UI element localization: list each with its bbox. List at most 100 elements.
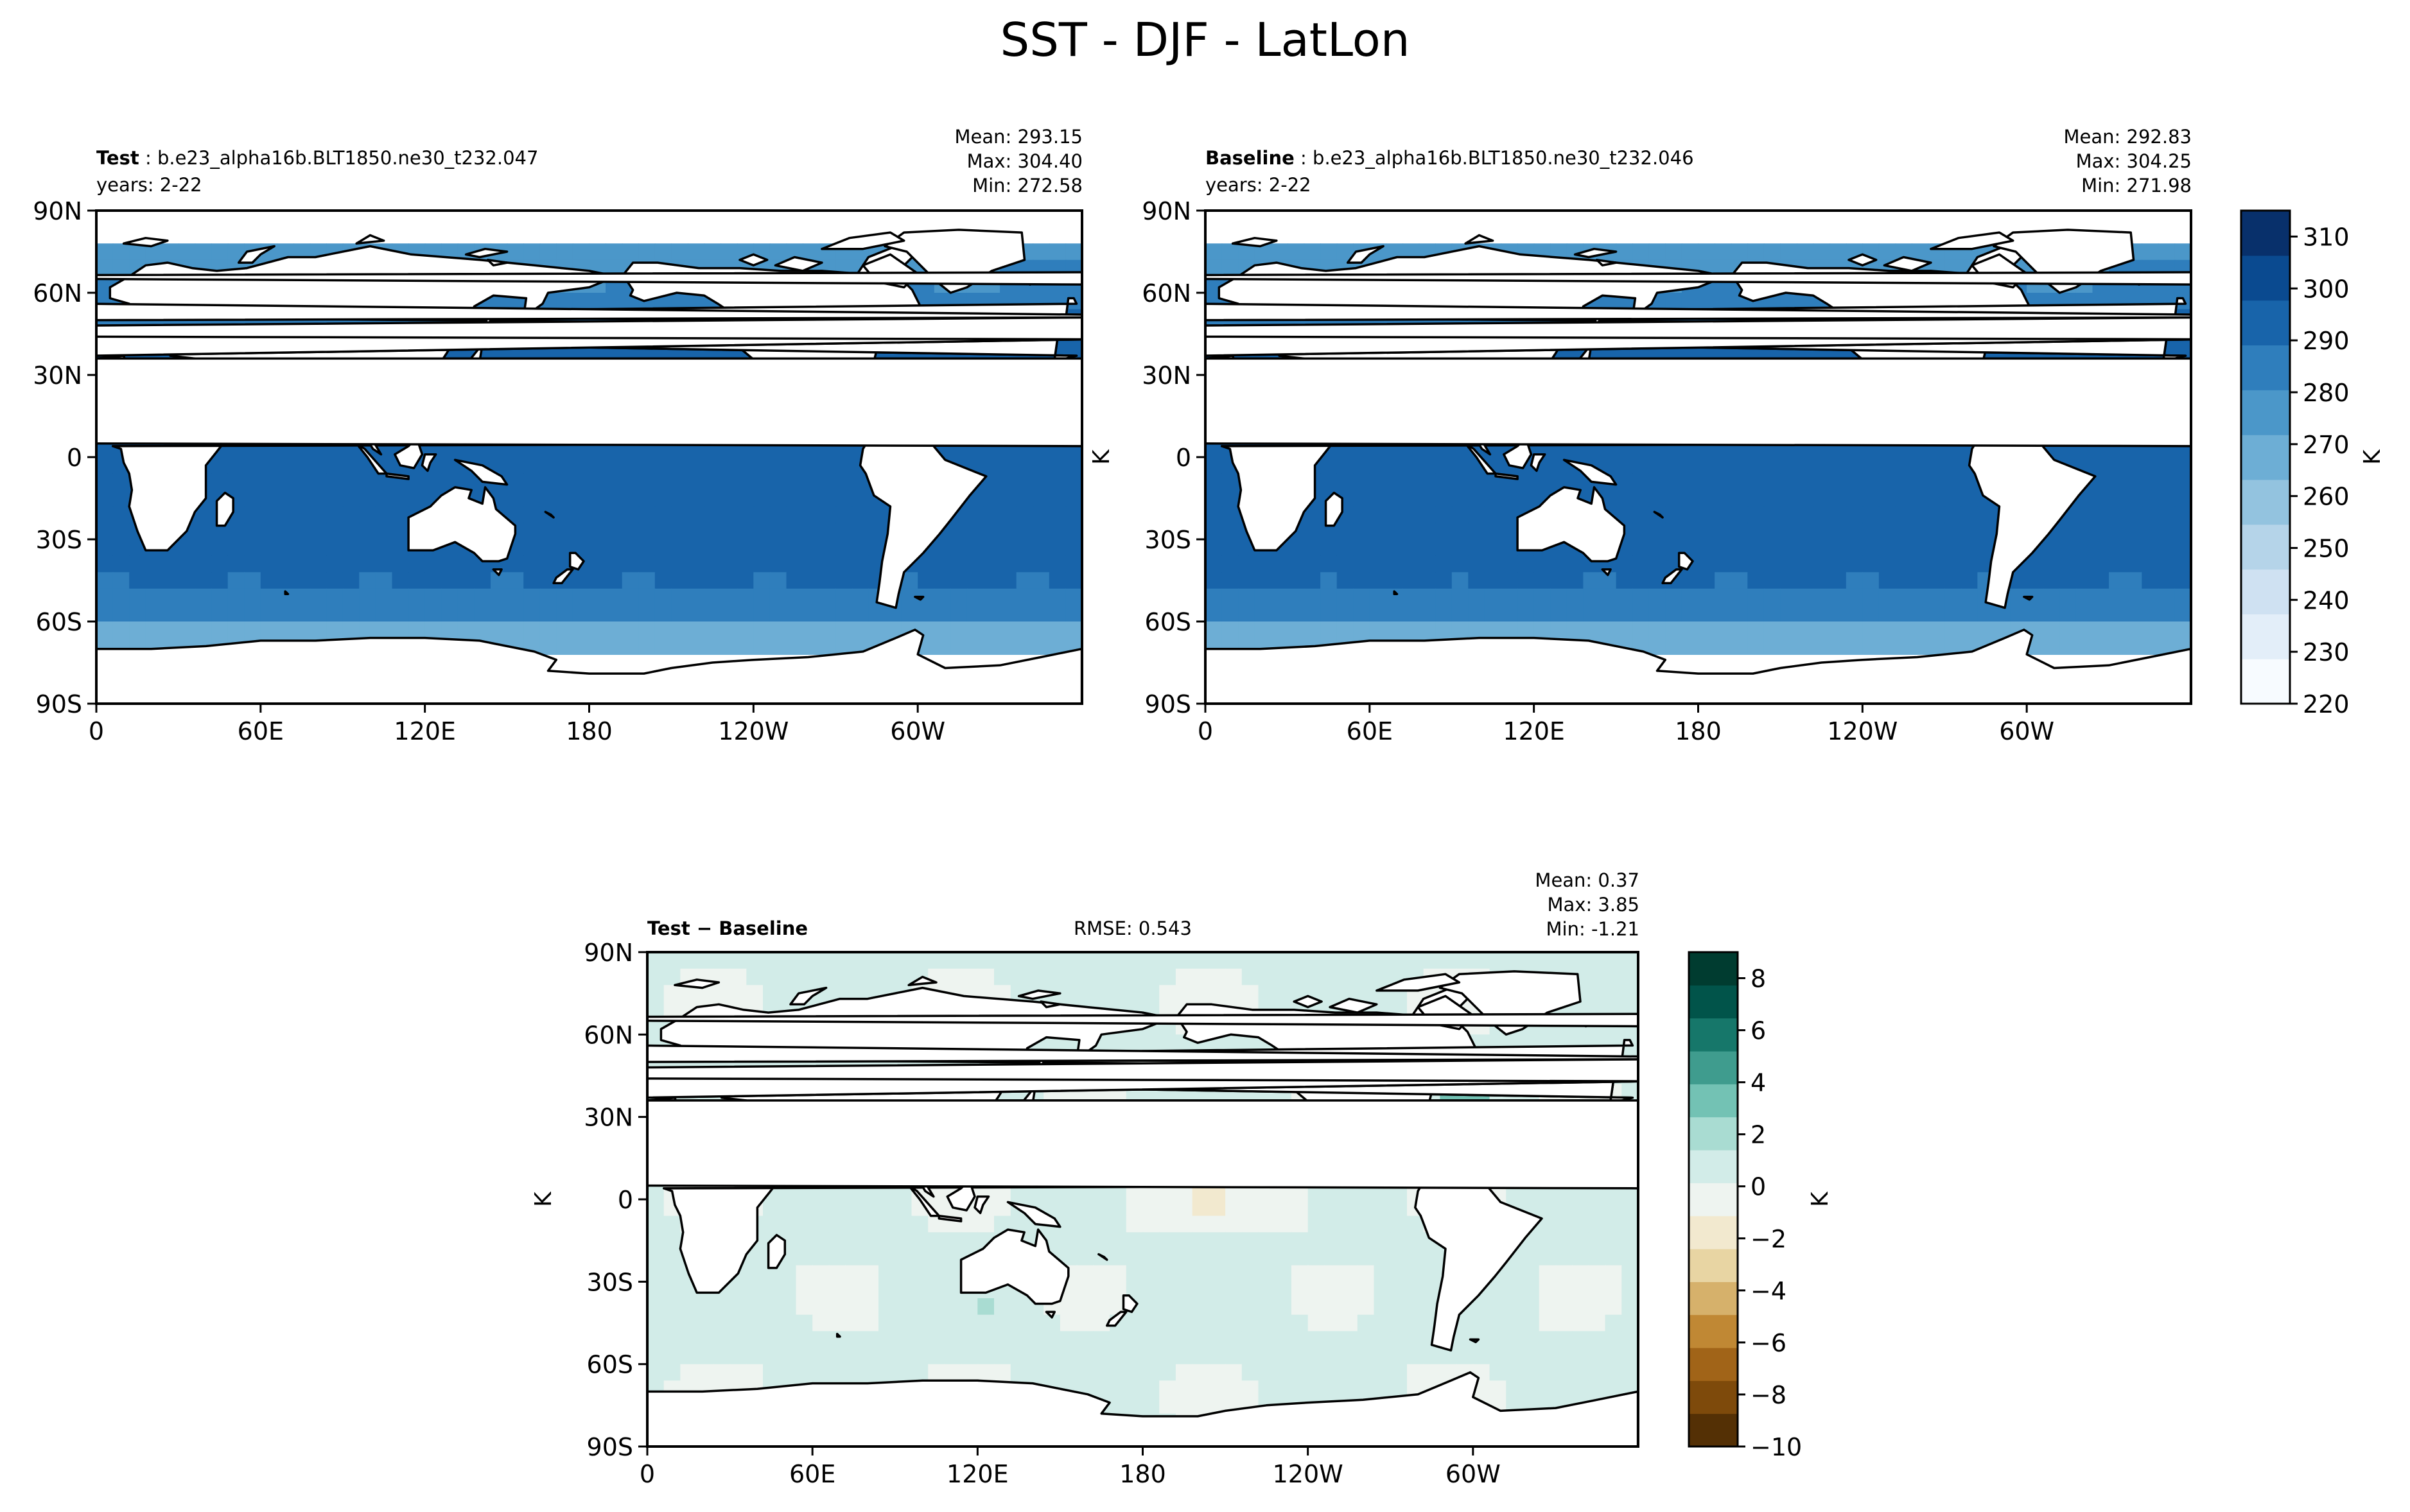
diff-grid-cell xyxy=(862,1232,879,1249)
baseline-grid-cell xyxy=(1862,621,1880,639)
diff-grid-cell xyxy=(1275,1331,1292,1348)
test-grid-cell xyxy=(145,572,163,589)
diff-grid-cell xyxy=(928,1331,945,1348)
test-grid-cell xyxy=(819,638,837,655)
diff-grid-cell xyxy=(1110,985,1127,1002)
diff-grid-cell xyxy=(1307,1199,1325,1217)
test-grid-cell xyxy=(244,572,261,589)
baseline-grid-cell xyxy=(1221,588,1239,606)
test-grid-cell xyxy=(835,539,853,557)
baseline-grid-cell xyxy=(2158,523,2176,540)
test-grid-cell xyxy=(310,539,327,557)
diff-grid-cell xyxy=(1027,1314,1044,1332)
baseline-grid-cell xyxy=(2109,588,2126,606)
baseline-grid-cell xyxy=(1977,605,1995,622)
baseline-grid-cell xyxy=(1813,506,1830,524)
baseline-grid-cell xyxy=(1386,457,1403,474)
test-grid-cell xyxy=(966,539,984,557)
diff-grid-cell xyxy=(1588,985,1606,1002)
baseline-grid-cell xyxy=(1336,555,1354,573)
diff-grid-cell xyxy=(862,1215,879,1233)
baseline-land-kerguelen xyxy=(1393,590,1399,596)
test-grid-cell xyxy=(326,572,344,589)
baseline-grid-cell xyxy=(1731,457,1749,474)
diff-grid-cell xyxy=(1110,952,1127,969)
diff-grid-cell xyxy=(1126,1199,1144,1217)
test-grid-cell xyxy=(753,555,771,573)
test-grid-cell xyxy=(851,539,869,557)
baseline-grid-cell xyxy=(1928,572,1946,589)
test-grid-cell xyxy=(359,572,376,589)
diff-grid-cell xyxy=(1209,1331,1226,1348)
test-grid-cell xyxy=(359,555,376,573)
diff-grid-cell xyxy=(1258,1215,1275,1233)
diff-grid-cell xyxy=(961,1232,979,1249)
diff-grid-cell xyxy=(911,1282,929,1299)
diff-grid-cell xyxy=(1241,1380,1259,1398)
test-grid-cell xyxy=(934,539,952,557)
baseline-grid-cell xyxy=(1763,506,1781,524)
baseline-grid-cell xyxy=(1846,572,1864,589)
baseline-grid-cell xyxy=(1616,473,1633,491)
diff-grid-cell xyxy=(1159,1215,1176,1233)
diff-grid-cell xyxy=(845,952,863,969)
test-land-newcaledonia xyxy=(544,510,555,519)
diff-grid-cell xyxy=(647,1314,665,1332)
test-grid-cell xyxy=(638,243,656,261)
diff-grid-cell xyxy=(680,1364,697,1382)
baseline-grid-cell xyxy=(1369,506,1387,524)
diff-grid-cell xyxy=(663,1215,681,1233)
baseline-grid-cell xyxy=(1681,473,1699,491)
baseline-grid-cell xyxy=(1862,638,1880,655)
test-grid-cell xyxy=(326,555,344,573)
diff-grid-cell xyxy=(663,1232,681,1249)
test-grid-cell xyxy=(622,457,640,474)
baseline-grid-cell xyxy=(1205,243,1223,261)
diff-grid-cell xyxy=(1192,1314,1210,1332)
diff-grid-cell xyxy=(1341,1331,1358,1348)
test-grid-cell xyxy=(572,588,590,606)
test-grid-cell xyxy=(244,555,261,573)
test-grid-cell xyxy=(1065,523,1082,540)
diff-grid-cell xyxy=(680,1331,697,1348)
test-grid-cell xyxy=(457,605,475,622)
baseline-grid-cell xyxy=(1763,243,1781,261)
diff-grid-cell xyxy=(1307,1348,1325,1365)
test-grid-cell xyxy=(737,588,755,606)
diff-grid-cell xyxy=(1126,1232,1144,1249)
diff-grid-cell xyxy=(1159,952,1176,969)
diff-grid-cell xyxy=(1307,952,1325,969)
test-grid-cell xyxy=(737,638,755,655)
baseline-grid-cell xyxy=(2043,555,2061,573)
baseline-grid-cell xyxy=(1238,555,1255,573)
test-grid-cell xyxy=(392,490,409,507)
baseline-grid-cell xyxy=(1763,638,1781,655)
test-grid-cell xyxy=(589,243,606,261)
diff-grid-cell xyxy=(1539,1348,1557,1365)
baseline-grid-cell xyxy=(2109,555,2126,573)
baseline-grid-cell xyxy=(1862,572,1880,589)
test-grid-cell xyxy=(392,588,409,606)
baseline-grid-cell xyxy=(1287,588,1305,606)
test-grid-cell xyxy=(983,588,1000,606)
diff-grid-cell xyxy=(862,952,879,969)
test-grid-cell xyxy=(737,605,755,622)
test-grid-cell xyxy=(704,457,721,474)
diff-grid-cell xyxy=(729,1282,747,1299)
baseline-grid-cell xyxy=(1895,621,1912,639)
baseline-grid-cell xyxy=(1665,490,1682,507)
diff-grid-cell xyxy=(1423,1249,1441,1266)
test-grid-cell xyxy=(556,243,573,261)
baseline-grid-cell xyxy=(1221,523,1239,540)
diff-grid-cell xyxy=(1489,1298,1507,1316)
baseline-grid-cell xyxy=(2142,243,2159,261)
test-grid-cell xyxy=(786,506,803,524)
test-grid-cell xyxy=(244,523,261,540)
baseline-land-newguinea xyxy=(1562,458,1618,486)
baseline-grid-cell xyxy=(1797,243,1814,261)
baseline-grid-cell xyxy=(1862,457,1880,474)
baseline-grid-cell xyxy=(1353,588,1370,606)
baseline-grid-cell xyxy=(1304,243,1321,261)
test-grid-cell xyxy=(654,621,672,639)
diff-grid-cell xyxy=(1390,1364,1408,1382)
